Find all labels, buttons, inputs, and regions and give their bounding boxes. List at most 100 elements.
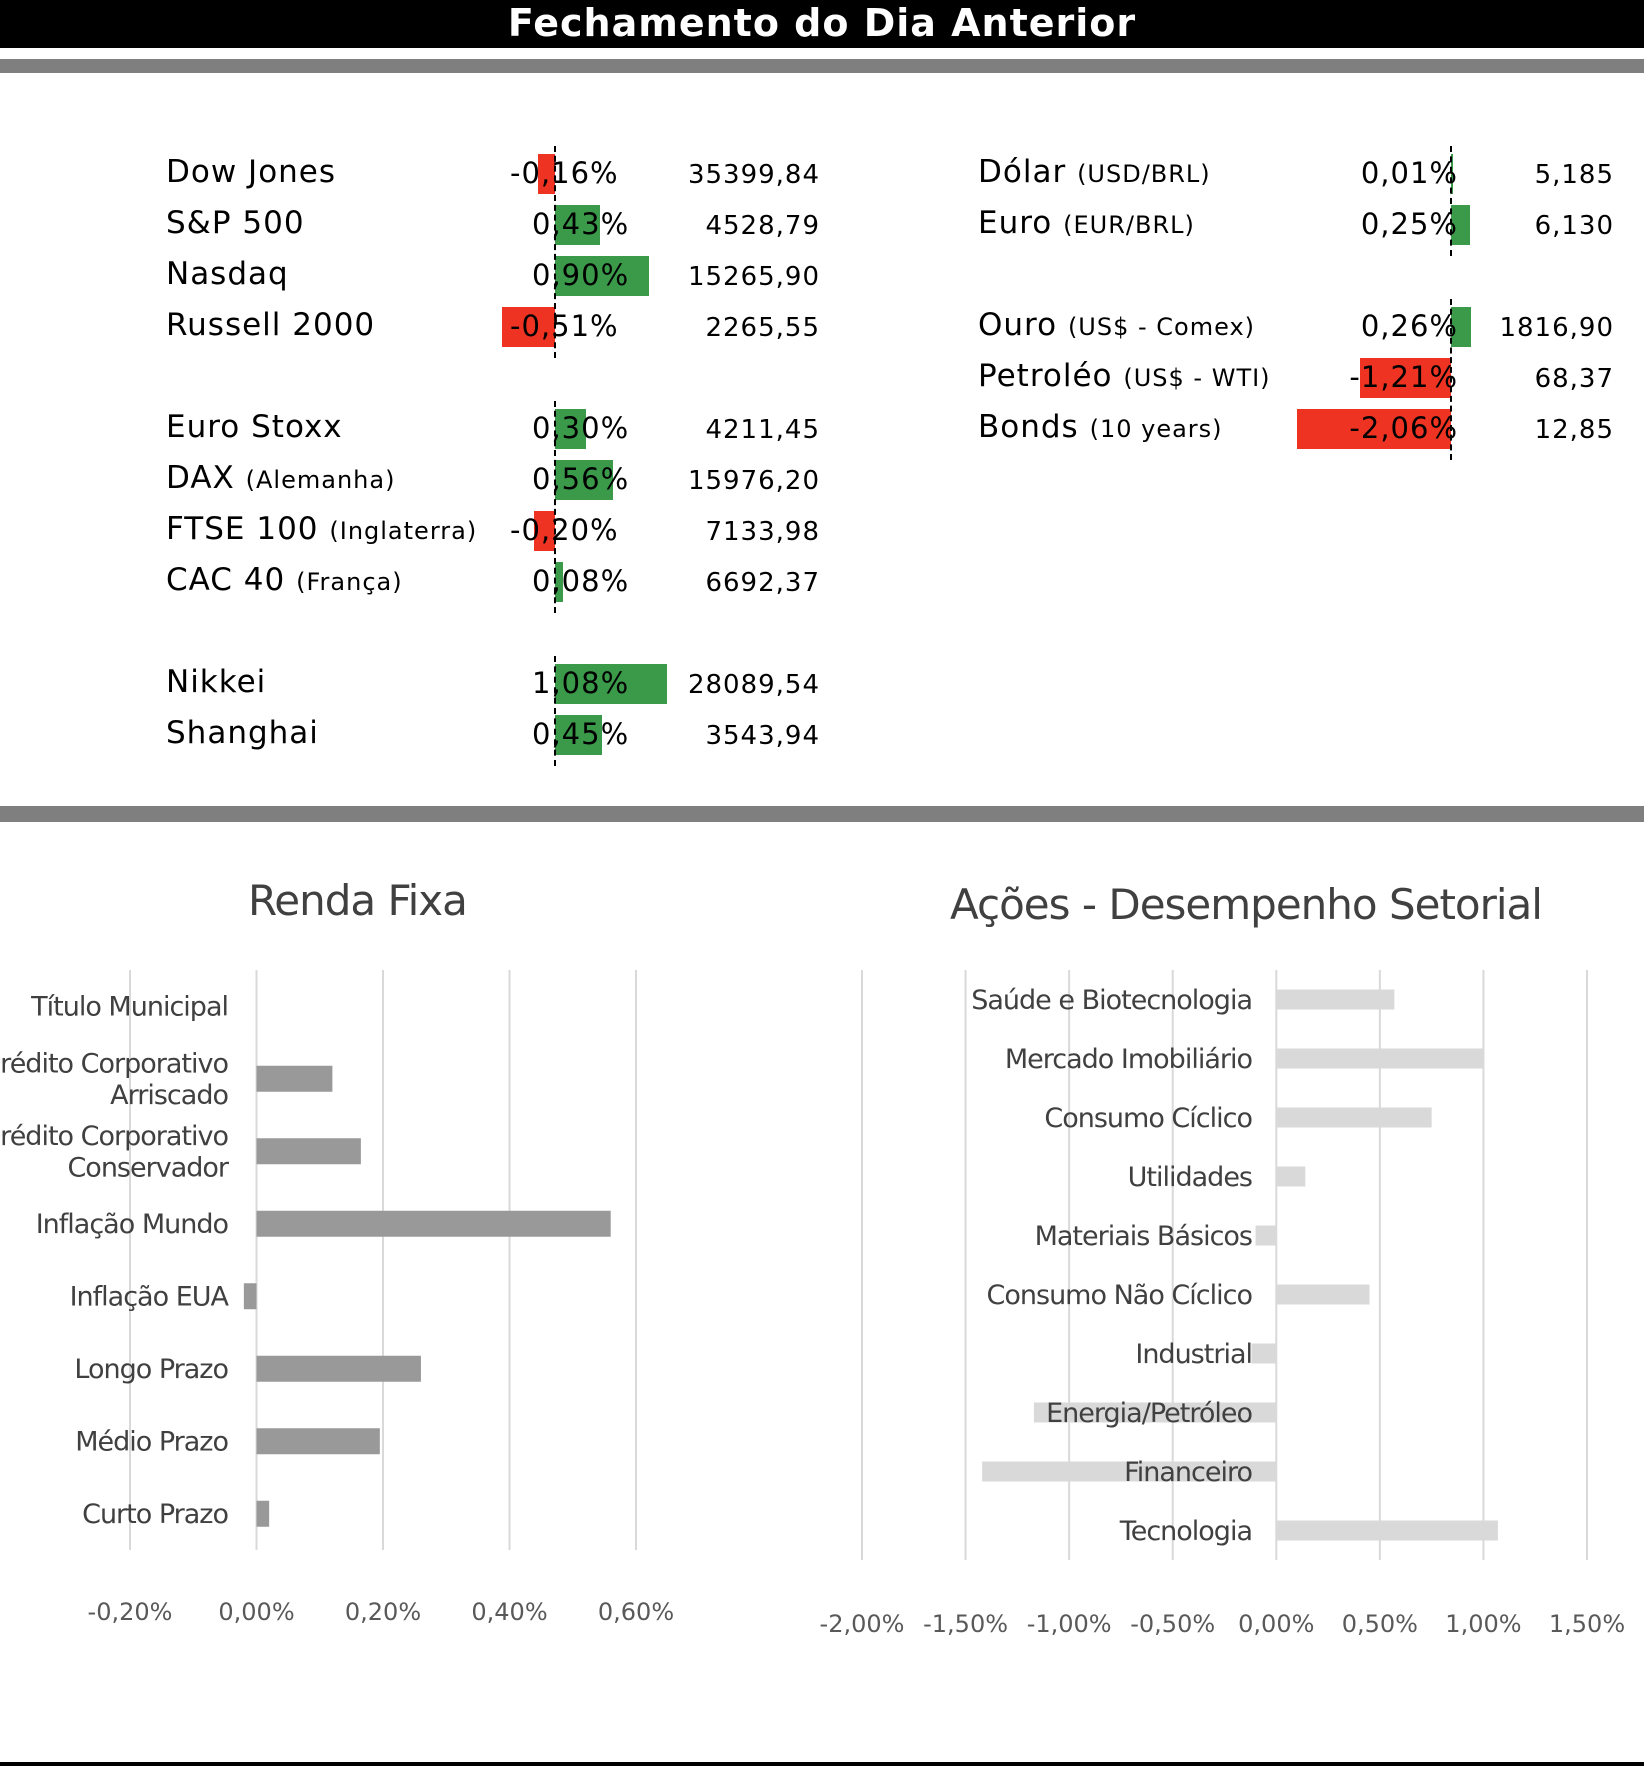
ticker-row: Bonds (10 years) -2,06% 12,85 (978, 407, 1614, 451)
percent-change: 0,43% (532, 207, 630, 241)
ticker-name: Russell 2000 (166, 307, 376, 343)
closing-value: 3543,94 (705, 721, 820, 751)
closing-value: 15265,90 (687, 262, 820, 292)
closing-value: 6,130 (1534, 211, 1614, 241)
zero-axis-line (554, 401, 556, 613)
bar (1276, 1284, 1370, 1305)
setorial-title: Ações - Desempenho Setorial (950, 880, 1543, 929)
x-tick-label: 0,20% (345, 1598, 421, 1626)
bar (1276, 1166, 1306, 1187)
ticker-name: Ouro (978, 307, 1058, 343)
category-label: Inflação EUA (70, 1282, 230, 1313)
header-bar: Fechamento do Dia Anterior (0, 0, 1644, 48)
positive-bar (555, 409, 587, 449)
ticker-name: Euro Stoxx (166, 409, 343, 445)
percent-change: 0,90% (532, 258, 630, 292)
indices-panel: Dow Jones -0,16% 35399,84 S&P 500 0,43% 4528,… (0, 0, 820, 800)
ticker-name: Nikkei (166, 664, 267, 700)
x-tick-label: 1,00% (1445, 1610, 1521, 1638)
negative-bar (538, 154, 555, 194)
percent-change: 0,30% (532, 411, 630, 445)
ticker-label: Bonds (10 years) (978, 409, 1278, 445)
category-label: Inflação Mundo (36, 1209, 229, 1240)
positive-bar (555, 664, 668, 704)
percent-change: -1,21% (1349, 360, 1458, 394)
positive-bar (1451, 205, 1470, 245)
ticker-row: S&P 500 0,43% 4528,79 (166, 203, 820, 247)
category-label: Energia/Petróleo (1046, 1398, 1252, 1429)
ticker-label: Nasdaq (166, 256, 289, 292)
category-label: Crédito Corporativo (0, 1121, 228, 1152)
bar (256, 1210, 611, 1237)
bar (256, 1355, 421, 1382)
percent-change: -0,20% (510, 513, 619, 547)
ticker-label: Nikkei (166, 664, 266, 700)
positive-bar (1451, 154, 1453, 194)
bar (1276, 989, 1395, 1010)
positive-bar (1451, 307, 1471, 347)
ticker-row: FTSE 100 (Inglaterra) -0,20% 7133,98 (166, 509, 820, 553)
zero-axis-line (1450, 146, 1452, 256)
percent-change: 0,08% (532, 564, 630, 598)
category-label: Saúde e Biotecnologia (971, 985, 1252, 1016)
ticker-name: DAX (166, 460, 235, 496)
x-tick-label: 1,50% (1549, 1610, 1625, 1638)
negative-bar (1296, 409, 1451, 449)
percent-change: 0,26% (1360, 309, 1458, 343)
middle-divider (0, 806, 1644, 822)
percent-change: 0,45% (532, 717, 630, 751)
x-tick-label: 0,40% (471, 1598, 547, 1626)
bar (982, 1461, 1277, 1482)
positive-bar (555, 562, 564, 602)
bar (1276, 1107, 1432, 1128)
x-tick-label: -1,50% (923, 1610, 1008, 1638)
closing-value: 6692,37 (705, 568, 820, 598)
closing-value: 68,37 (1534, 364, 1614, 394)
x-tick-label: -0,50% (1130, 1610, 1215, 1638)
x-tick-label: 0,00% (1238, 1610, 1314, 1638)
category-label: Utilidades (1128, 1162, 1252, 1193)
category-label: Mercado Imobiliário (1005, 1044, 1253, 1075)
category-label: Título Municipal (30, 992, 228, 1023)
ticker-name: S&P 500 (166, 205, 305, 241)
ticker-row: Dólar (USD/BRL) 0,01% 5,185 (978, 152, 1614, 196)
bar (1276, 1048, 1484, 1069)
bar (256, 1138, 361, 1165)
x-tick-label: -1,00% (1027, 1610, 1112, 1638)
ticker-label: CAC 40 (França) (166, 562, 403, 598)
category-label: Financeiro (1124, 1457, 1252, 1488)
bar (1276, 1520, 1498, 1541)
x-tick-label: 0,60% (598, 1598, 674, 1626)
ticker-name: Petroléo (978, 358, 1113, 394)
x-tick-label: 0,00% (218, 1598, 294, 1626)
category-label: Consumo Não Cíclico (987, 1280, 1253, 1311)
category-label: Arriscado (110, 1080, 228, 1111)
closing-value: 5,185 (1534, 160, 1614, 190)
ticker-sub: (US$ - WTI) (1123, 364, 1271, 392)
closing-value: 1816,90 (1499, 313, 1614, 343)
x-tick-label: 0,50% (1342, 1610, 1418, 1638)
closing-value: 4211,45 (705, 415, 820, 445)
percent-change: 1,08% (532, 666, 630, 700)
ticker-label: Petroléo (US$ - WTI) (978, 358, 1278, 394)
closing-value: 12,85 (1534, 415, 1614, 445)
negative-bar (501, 307, 555, 347)
negative-bar (534, 511, 555, 551)
ticker-label: Ouro (US$ - Comex) (978, 307, 1278, 343)
closing-value: 7133,98 (705, 517, 820, 547)
closing-value: 15976,20 (687, 466, 820, 496)
bar (256, 1065, 333, 1092)
percent-change: -2,06% (1349, 411, 1458, 445)
ticker-name: Nasdaq (166, 256, 289, 292)
closing-value: 35399,84 (687, 160, 820, 190)
closing-value: 2265,55 (705, 313, 820, 343)
category-label: Médio Prazo (75, 1427, 228, 1458)
ticker-row: Shanghai 0,45% 3543,94 (166, 713, 820, 757)
ticker-sub: (Alemanha) (245, 466, 396, 494)
percent-change: 0,56% (532, 462, 630, 496)
closing-value: 4528,79 (705, 211, 820, 241)
ticker-name: Bonds (978, 409, 1079, 445)
ticker-row: Nasdaq 0,90% 15265,90 (166, 254, 820, 298)
category-label: Conservador (67, 1153, 229, 1184)
positive-bar (555, 715, 602, 755)
